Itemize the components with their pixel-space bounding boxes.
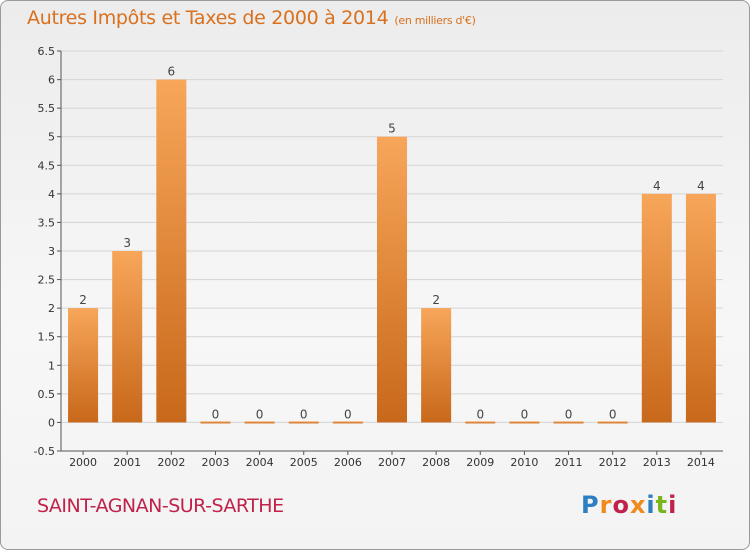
bar-value-label: 6 — [168, 65, 176, 79]
y-tick-label: 1 — [48, 359, 55, 372]
bar-2013 — [641, 193, 672, 423]
x-tick-label: 2007 — [378, 456, 406, 469]
y-tick-label: 6 — [48, 74, 55, 87]
y-tick-label: 3.5 — [38, 216, 56, 229]
logo-letter: i — [668, 491, 678, 519]
x-tick-label: 2010 — [510, 456, 538, 469]
bar-value-label: 0 — [300, 407, 308, 421]
bar-2008 — [421, 308, 452, 423]
bar-value-label: 0 — [476, 407, 484, 421]
bar-2005 — [288, 421, 319, 424]
bar-value-label: 4 — [653, 179, 661, 193]
y-tick-label: 5 — [48, 131, 55, 144]
y-tick-label: -0.5 — [34, 445, 55, 458]
bar-value-label: 2 — [432, 293, 440, 307]
bar-value-label: 0 — [344, 407, 352, 421]
bar-value-label: 0 — [212, 407, 220, 421]
x-tick-label: 2004 — [246, 456, 274, 469]
bar-value-label: 0 — [565, 407, 573, 421]
bars: 2 3 6 0 0 0 0 5 2 0 0 0 0 4 4 — [68, 65, 716, 424]
bar-2012 — [597, 421, 628, 424]
x-tick-label: 2012 — [599, 456, 627, 469]
commune-name: SAINT-AGNAN-SUR-SARTHE — [37, 495, 284, 517]
bar-value-label: 0 — [256, 407, 264, 421]
y-tick-label: 4 — [48, 188, 55, 201]
y-tick-label: 0 — [48, 416, 55, 429]
x-tick-label: 2001 — [113, 456, 141, 469]
bar-2014 — [685, 193, 716, 423]
x-tick-label: 2005 — [290, 456, 318, 469]
y-tick-label: 5.5 — [38, 102, 56, 115]
chart-title: Autres Impôts et Taxes de 2000 à 2014 (en… — [27, 7, 476, 29]
bar-2002 — [156, 79, 187, 423]
chart-subtitle: (en milliers d'€) — [394, 14, 476, 27]
bar-2004 — [244, 421, 275, 424]
logo-letter: P — [581, 491, 600, 519]
bar-2006 — [332, 421, 363, 424]
bar-2011 — [553, 421, 584, 424]
logo-letter: r — [599, 491, 613, 519]
logo-letter: i — [646, 491, 656, 519]
logo-letter: t — [655, 491, 669, 519]
logo-letter: x — [629, 491, 647, 519]
bar-2003 — [200, 421, 231, 424]
y-tick-label: 2 — [48, 302, 55, 315]
bar-value-label: 0 — [609, 407, 617, 421]
y-tick-label: 2.5 — [38, 274, 56, 287]
x-tick-label: 2013 — [643, 456, 671, 469]
bar-value-label: 4 — [697, 179, 705, 193]
y-tick-label: 4.5 — [38, 159, 56, 172]
bar-2001 — [112, 251, 143, 423]
bar-value-label: 5 — [388, 122, 396, 136]
bar-value-label: 3 — [123, 236, 131, 250]
y-tick-label: 1.5 — [38, 331, 56, 344]
bar-2010 — [509, 421, 540, 424]
x-tick-label: 2003 — [201, 456, 229, 469]
x-tick-label: 2011 — [555, 456, 583, 469]
x-tick-label: 2006 — [334, 456, 362, 469]
x-tick-label: 2014 — [687, 456, 715, 469]
y-tick-label: 6.5 — [38, 45, 56, 58]
chart-title-text: Autres Impôts et Taxes de 2000 à 2014 — [27, 7, 389, 29]
proxiti-logo: Proxiti — [581, 491, 677, 519]
y-tick-label: 0.5 — [38, 388, 56, 401]
x-tick-label: 2009 — [466, 456, 494, 469]
bar-2009 — [465, 421, 496, 424]
bar-value-label: 2 — [79, 293, 87, 307]
bar-2007 — [376, 136, 408, 423]
x-tick-label: 2000 — [69, 456, 97, 469]
y-tick-label: 3 — [48, 245, 55, 258]
x-tick-label: 2008 — [422, 456, 450, 469]
bar-value-label: 0 — [521, 407, 529, 421]
x-tick-label: 2002 — [157, 456, 185, 469]
logo-letter: o — [612, 491, 630, 519]
bar-2000 — [68, 308, 99, 423]
